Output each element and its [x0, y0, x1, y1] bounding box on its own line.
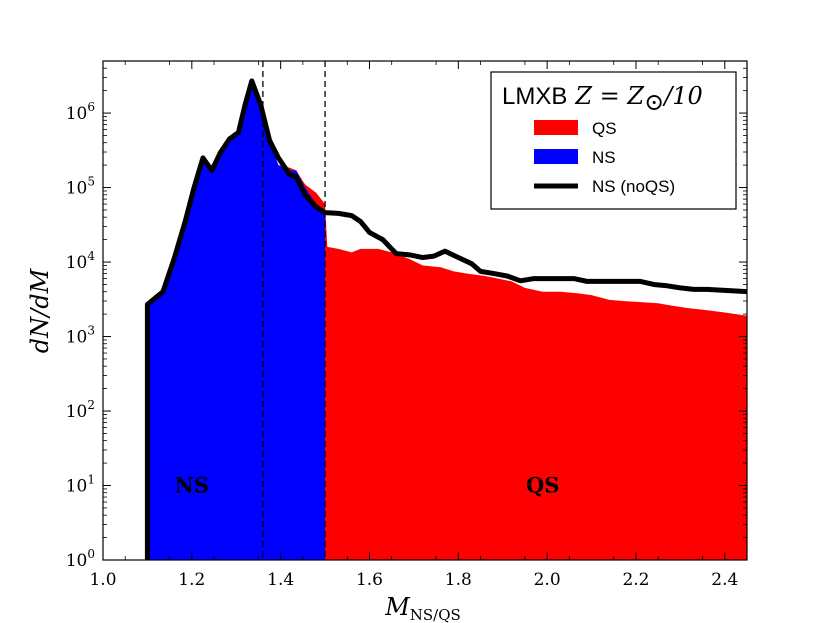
reference-lines [262, 61, 326, 560]
y-tick-label: 104 [66, 249, 96, 273]
legend-title: LMXB Z = Z⊙/10 [502, 82, 703, 116]
legend-items: QS NS NS (noQS) [534, 119, 675, 196]
legend-swatch-qs [534, 120, 578, 135]
legend-label: QS [592, 119, 617, 138]
x-tick-label: 1.2 [178, 570, 205, 590]
x-axis-ticks: 1.0 1.2 1.4 1.6 1.8 2.0 2.2 2.4 [89, 61, 738, 590]
x-axis-title: MNS/QS [384, 593, 461, 623]
plot-frame [102, 60, 748, 561]
legend-frame [490, 71, 737, 210]
area-qs [278, 165, 747, 560]
region-label-ns: NS [175, 473, 209, 498]
region-label-qs: QS [526, 473, 559, 498]
legend-label: NS [592, 148, 616, 167]
x-tick-label: 1.4 [267, 570, 294, 590]
x-tick-label: 2.4 [711, 570, 738, 590]
y-tick-label: 106 [66, 100, 95, 124]
y-tick-label: 103 [66, 324, 95, 348]
x-tick-label: 1.8 [445, 570, 472, 590]
legend-swatch-ns [534, 149, 578, 164]
series-lines [144, 78, 747, 560]
x-tick-label: 2.2 [622, 570, 649, 590]
legend-label: NS (noQS) [592, 177, 675, 196]
legend: LMXB Z = Z⊙/10 QS NS NS (noQS) [490, 71, 737, 210]
y-tick-label: 101 [66, 473, 95, 497]
y-tick-label: 102 [66, 398, 95, 422]
y-tick-label: 105 [66, 175, 95, 199]
x-tick-label: 1.0 [89, 570, 116, 590]
plot-area [144, 61, 747, 560]
y-axis-ticks: 100 101 102 103 104 105 106 [66, 60, 747, 571]
series-line-noqs [144, 78, 747, 560]
y-axis-title: dN/dM [26, 267, 54, 353]
y-tick-label: 100 [66, 547, 95, 571]
x-tick-label: 2.0 [534, 570, 561, 590]
x-tick-label: 1.6 [356, 570, 383, 590]
region-annotations: NS QS [175, 473, 560, 498]
